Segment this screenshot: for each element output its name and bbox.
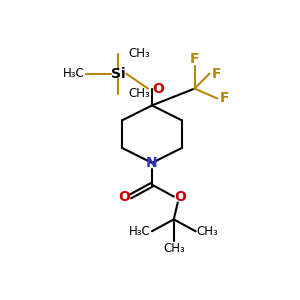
Text: N: N	[146, 156, 158, 170]
Text: F: F	[212, 67, 221, 81]
Text: CH₃: CH₃	[163, 242, 185, 255]
Text: O: O	[152, 82, 164, 96]
Text: F: F	[190, 52, 199, 66]
Text: O: O	[118, 190, 130, 204]
Text: Si: Si	[111, 67, 126, 81]
Text: F: F	[220, 92, 229, 106]
Text: CH₃: CH₃	[196, 225, 218, 238]
Text: CH₃: CH₃	[128, 87, 150, 100]
Text: O: O	[174, 190, 186, 204]
Text: H₃C: H₃C	[129, 225, 151, 238]
Text: CH₃: CH₃	[128, 47, 150, 60]
Text: H₃C: H₃C	[63, 67, 85, 80]
